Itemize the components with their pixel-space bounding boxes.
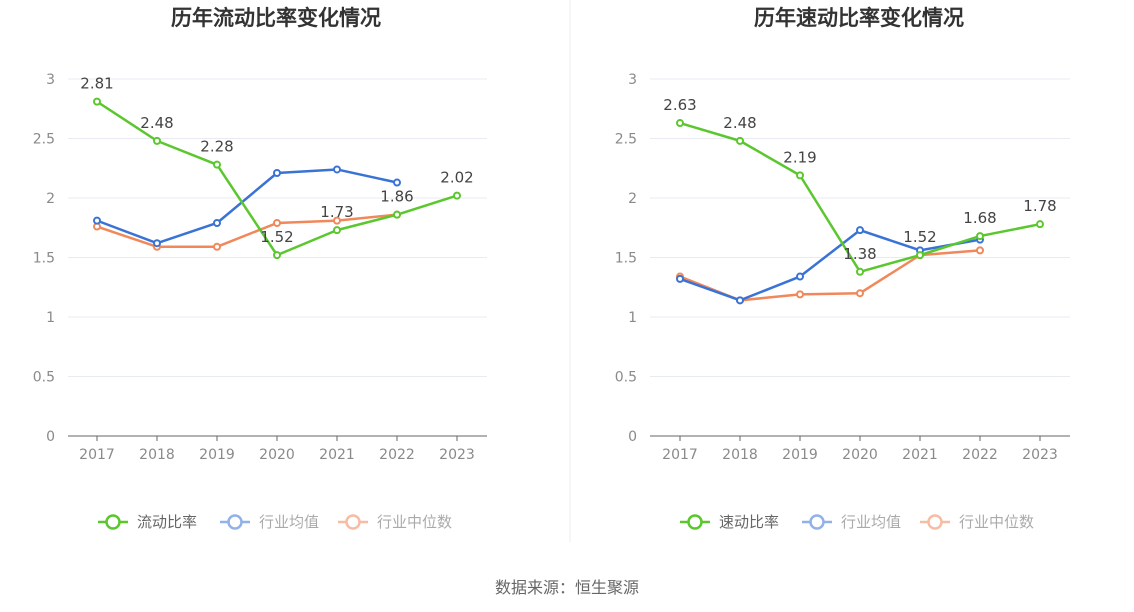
data-label: 2.19 — [783, 148, 816, 166]
y-tick-label: 0.5 — [33, 370, 55, 386]
data-point — [796, 171, 804, 180]
series-line-2 — [96, 168, 398, 245]
legend-item-3: 行业中位数 — [920, 513, 1034, 531]
legend-label: 行业均值 — [259, 513, 319, 531]
x-tick-label: 2017 — [662, 447, 698, 463]
y-tick-label: 1.5 — [615, 251, 637, 267]
x-tick-label: 2019 — [782, 447, 818, 463]
x-tick-label: 2022 — [962, 447, 998, 463]
data-point — [213, 160, 221, 169]
y-tick-label: 3 — [46, 72, 55, 88]
data-point — [856, 226, 864, 235]
data-label: 1.52 — [260, 228, 293, 246]
legend-label: 速动比率 — [719, 513, 779, 531]
y-tick-label: 2.5 — [33, 132, 55, 148]
y-tick-label: 1.5 — [33, 251, 55, 267]
x-tick-label: 2023 — [439, 447, 475, 463]
data-label: 2.81 — [80, 75, 113, 93]
data-point — [333, 216, 341, 225]
data-label: 1.52 — [903, 228, 936, 246]
data-label: 2.63 — [663, 96, 696, 114]
x-tick-label: 2023 — [1022, 447, 1058, 463]
data-source-footer: 数据来源：恒生聚源 — [494, 578, 639, 597]
data-label: 1.86 — [380, 188, 413, 206]
data-point — [1036, 220, 1044, 229]
y-tick-label: 0 — [628, 429, 637, 445]
legend-label: 行业中位数 — [377, 513, 452, 531]
x-tick-label: 2017 — [79, 447, 115, 463]
legend-marker-icon — [687, 514, 703, 530]
data-point — [856, 267, 864, 276]
data-point — [736, 136, 744, 145]
data-label: 1.68 — [963, 209, 996, 227]
series-line-2 — [679, 228, 981, 302]
data-point — [796, 272, 804, 281]
legend-label: 行业均值 — [841, 513, 901, 531]
data-label: 2.48 — [723, 114, 756, 132]
y-tick-label: 2 — [46, 191, 55, 207]
data-point — [153, 136, 161, 145]
data-point — [273, 169, 281, 178]
legend-marker-icon — [345, 514, 361, 530]
chart-title: 历年速动比率变化情况 — [754, 6, 964, 30]
data-point — [976, 246, 984, 255]
data-point — [213, 242, 221, 251]
y-tick-label: 0 — [46, 429, 55, 445]
data-label: 1.78 — [1023, 197, 1056, 215]
data-point — [333, 165, 341, 174]
x-tick-label: 2018 — [722, 447, 758, 463]
legend-marker-icon — [105, 514, 121, 530]
data-point — [676, 274, 684, 283]
legend-label: 行业中位数 — [959, 513, 1034, 531]
legend-marker-icon — [227, 514, 243, 530]
data-point — [856, 289, 864, 298]
data-point — [916, 251, 924, 260]
data-point — [153, 239, 161, 248]
chart-title: 历年流动比率变化情况 — [171, 6, 381, 30]
legend-item-1: 速动比率 — [680, 513, 779, 531]
y-tick-label: 2.5 — [615, 132, 637, 148]
data-point — [676, 119, 684, 128]
data-label: 2.02 — [440, 169, 473, 187]
x-tick-label: 2018 — [139, 447, 175, 463]
y-tick-label: 2 — [628, 191, 637, 207]
x-tick-label: 2020 — [259, 447, 295, 463]
legend-item-2: 行业均值 — [220, 513, 319, 531]
x-tick-label: 2022 — [379, 447, 415, 463]
data-label: 2.28 — [200, 138, 233, 156]
legend-label: 流动比率 — [137, 513, 197, 531]
data-point — [273, 251, 281, 260]
x-tick-label: 2020 — [842, 447, 878, 463]
data-point — [273, 218, 281, 227]
legend-item-1: 流动比率 — [98, 513, 197, 531]
legend-item-3: 行业中位数 — [338, 513, 452, 531]
y-tick-label: 3 — [628, 72, 637, 88]
x-tick-label: 2019 — [199, 447, 235, 463]
data-label: 1.73 — [320, 203, 353, 221]
data-point — [333, 226, 341, 235]
data-point — [796, 290, 804, 299]
x-tick-label: 2021 — [319, 447, 355, 463]
series-line-3 — [96, 213, 398, 249]
data-point — [393, 178, 401, 187]
data-point — [736, 296, 744, 305]
data-point — [213, 218, 221, 227]
data-label: 1.38 — [843, 245, 876, 263]
y-tick-label: 1 — [628, 310, 637, 326]
legend-marker-icon — [927, 514, 943, 530]
data-point — [453, 191, 461, 200]
data-point — [93, 97, 101, 106]
legend-item-2: 行业均值 — [802, 513, 901, 531]
x-tick-label: 2021 — [902, 447, 938, 463]
y-tick-label: 1 — [46, 310, 55, 326]
legend-marker-icon — [809, 514, 825, 530]
data-point — [93, 216, 101, 225]
y-tick-label: 0.5 — [615, 370, 637, 386]
data-point — [393, 210, 401, 219]
data-point — [976, 232, 984, 241]
data-label: 2.48 — [140, 114, 173, 132]
